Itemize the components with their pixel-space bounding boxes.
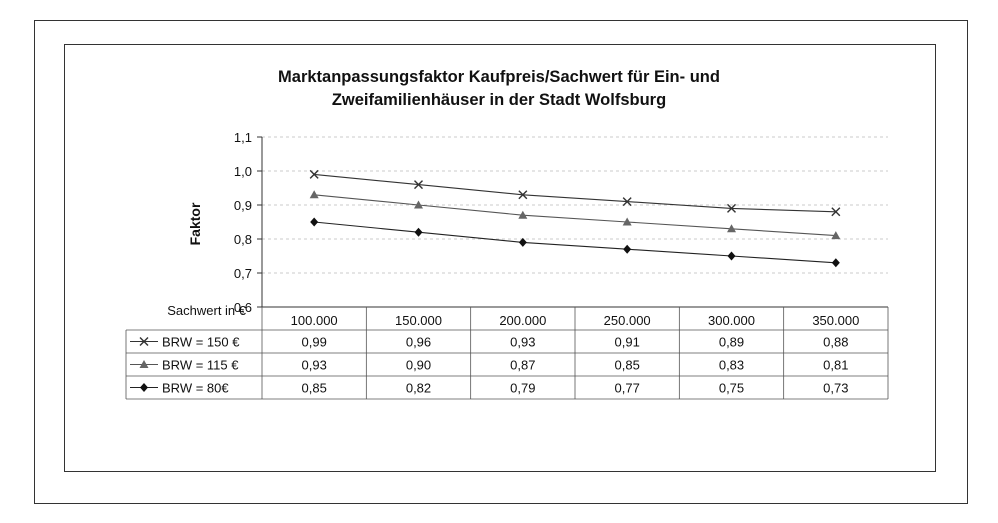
data-point (414, 180, 423, 190)
data-point (727, 203, 736, 213)
table-cell: 0,79 (510, 381, 535, 396)
table-cell: 0,77 (615, 381, 640, 396)
table-cell: 0,93 (302, 358, 327, 373)
chart-frame (64, 44, 936, 472)
legend-label: BRW = 80€ (162, 381, 229, 396)
data-point (622, 197, 632, 207)
legend-marker (140, 383, 148, 392)
x-category-label: 250.000 (604, 313, 651, 328)
table-cell: 0,96 (406, 335, 431, 350)
y-tick-label: 1,1 (234, 130, 252, 145)
x-category-label: 100.000 (291, 313, 338, 328)
x-category-label: 200.000 (499, 313, 546, 328)
x-category-label: 350.000 (812, 313, 859, 328)
data-point (622, 217, 632, 226)
y-tick-label: 0,9 (234, 198, 252, 213)
series-line (314, 173, 836, 213)
table-cell: 0,90 (406, 358, 431, 373)
table-cell: 0,99 (302, 335, 327, 350)
table-cell: 0,88 (823, 335, 848, 350)
chart-title: Marktanpassungsfaktor Kaufpreis/Sachwert… (0, 66, 998, 112)
table-cell: 0,81 (823, 358, 848, 373)
table-cell: 0,91 (615, 335, 640, 350)
data-point (414, 200, 423, 209)
data-point (518, 237, 527, 247)
series-line (314, 194, 836, 237)
table-cell: 0,82 (406, 381, 431, 396)
series-line (314, 221, 836, 264)
y-tick-label: 1,0 (234, 164, 252, 179)
data-point (727, 251, 736, 261)
table-cell: 0,83 (719, 358, 744, 373)
table-cell: 0,75 (719, 381, 744, 396)
table-cell: 0,85 (302, 381, 327, 396)
data-point (831, 258, 840, 268)
x-category-label: 150.000 (395, 313, 442, 328)
chart-title-line-1: Marktanpassungsfaktor Kaufpreis/Sachwert… (278, 68, 720, 86)
legend-marker (139, 337, 149, 346)
data-point (831, 231, 841, 240)
data-point (831, 207, 841, 217)
data-point (518, 190, 528, 200)
data-point (309, 190, 319, 199)
outer-frame (34, 20, 968, 504)
data-point (623, 244, 632, 254)
data-point (310, 217, 319, 227)
table-cell: 0,93 (510, 335, 535, 350)
legend-label: BRW = 150 € (162, 335, 240, 350)
x-category-label: 300.000 (708, 313, 755, 328)
x-axis-label: Sachwert in € (167, 303, 247, 318)
y-tick-label: 0,6 (234, 300, 252, 315)
table-cell: 0,89 (719, 335, 744, 350)
data-point (518, 210, 528, 219)
data-point (309, 169, 319, 179)
legend-marker (139, 360, 149, 368)
table-cell: 0,85 (615, 358, 640, 373)
legend-label: BRW = 115 € (162, 358, 239, 373)
chart-title-line-2: Zweifamilienhäuser in der Stadt Wolfsbur… (331, 91, 667, 109)
table-cell: 0,87 (510, 358, 535, 373)
table-cell: 0,73 (823, 381, 848, 396)
y-tick-label: 0,7 (234, 266, 252, 281)
data-point (727, 224, 736, 233)
y-tick-label: 0,8 (234, 232, 252, 247)
y-axis-label: Faktor (187, 202, 203, 245)
data-point (414, 227, 423, 237)
